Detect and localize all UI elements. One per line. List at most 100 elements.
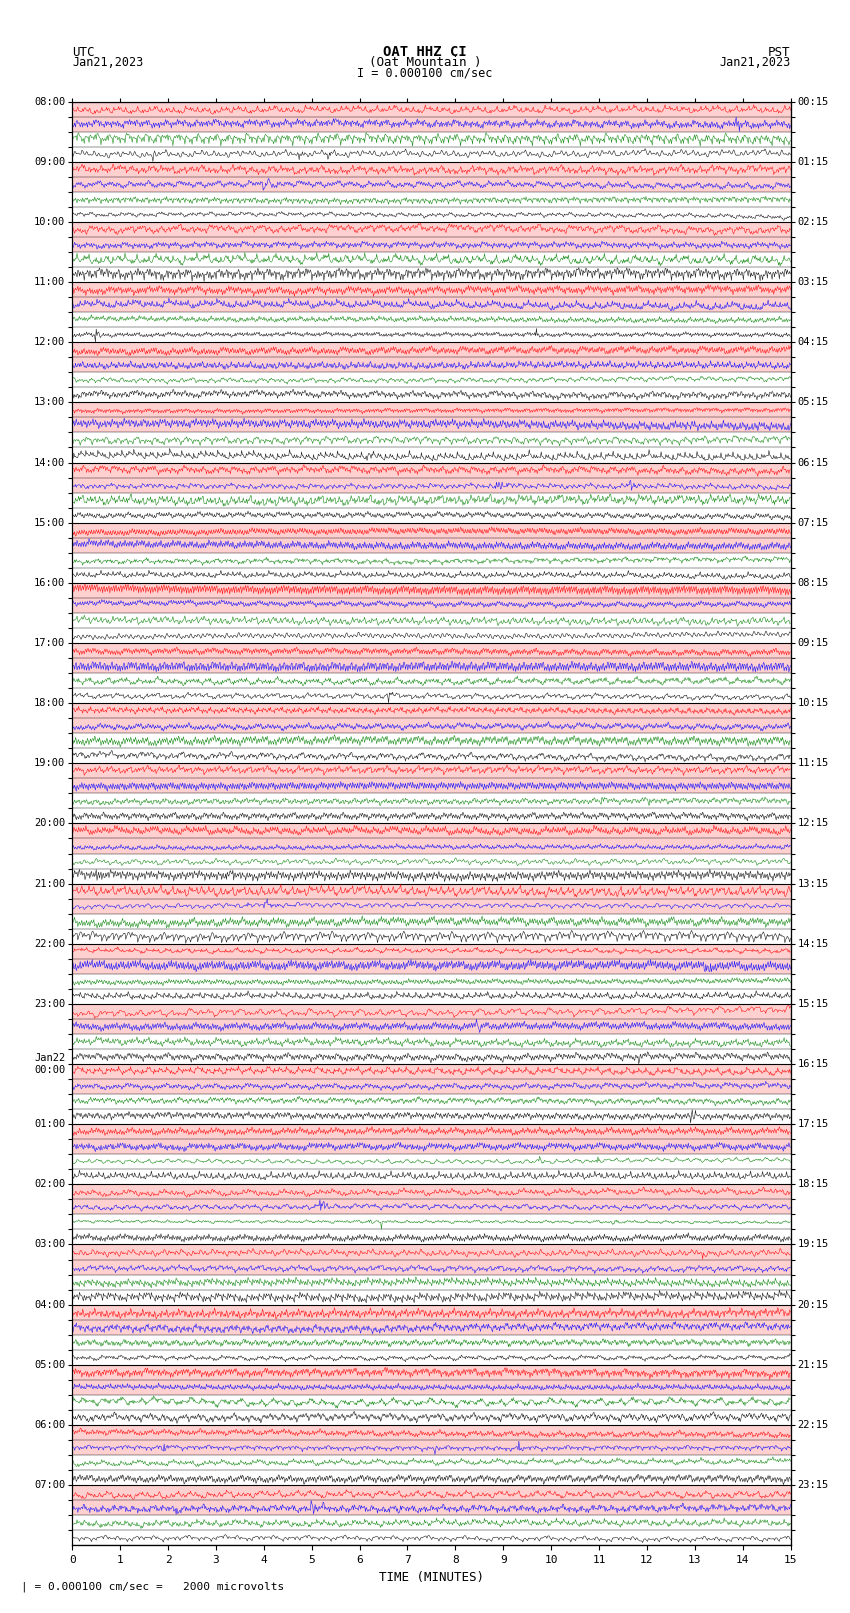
Bar <box>72 342 791 356</box>
Bar <box>72 1319 791 1334</box>
Bar <box>72 447 791 463</box>
Bar <box>72 1245 791 1260</box>
Bar <box>72 913 791 929</box>
Bar <box>72 1019 791 1034</box>
Bar <box>72 327 791 342</box>
Bar <box>72 718 791 734</box>
Bar <box>72 1365 791 1379</box>
Text: | = 0.000100 cm/sec =   2000 microvolts: | = 0.000100 cm/sec = 2000 microvolts <box>21 1581 285 1592</box>
Bar <box>72 102 791 116</box>
Bar <box>72 1305 791 1319</box>
Bar <box>72 177 791 192</box>
Bar <box>72 868 791 884</box>
Bar <box>72 884 791 898</box>
Bar <box>72 553 791 568</box>
Bar <box>72 1110 791 1124</box>
Bar <box>72 748 791 763</box>
Bar <box>72 734 791 748</box>
Bar <box>72 853 791 868</box>
Bar <box>72 929 791 944</box>
Bar <box>72 944 791 958</box>
Bar <box>72 673 791 689</box>
Bar <box>72 116 791 132</box>
Bar <box>72 1079 791 1094</box>
Bar <box>72 763 791 779</box>
Bar <box>72 432 791 447</box>
Text: OAT HHZ CI: OAT HHZ CI <box>383 45 467 58</box>
Bar <box>72 508 791 523</box>
Bar <box>72 537 791 553</box>
Bar <box>72 1500 791 1515</box>
Bar <box>72 1003 791 1019</box>
Bar <box>72 613 791 627</box>
Bar <box>72 582 791 598</box>
Bar <box>72 1395 791 1410</box>
Bar <box>72 1469 791 1486</box>
X-axis label: TIME (MINUTES): TIME (MINUTES) <box>379 1571 484 1584</box>
Bar <box>72 387 791 402</box>
Bar <box>72 1410 791 1424</box>
Bar <box>72 1424 791 1440</box>
Bar <box>72 268 791 282</box>
Bar <box>72 1274 791 1290</box>
Bar <box>72 237 791 252</box>
Bar <box>72 1155 791 1169</box>
Bar <box>72 1169 791 1184</box>
Bar <box>72 1184 791 1200</box>
Bar <box>72 492 791 508</box>
Bar <box>72 794 791 808</box>
Bar <box>72 1350 791 1365</box>
Text: I = 0.000100 cm/sec: I = 0.000100 cm/sec <box>357 66 493 79</box>
Bar <box>72 373 791 387</box>
Text: UTC: UTC <box>72 45 94 58</box>
Bar <box>72 418 791 432</box>
Bar <box>72 989 791 1003</box>
Bar <box>72 356 791 373</box>
Bar <box>72 132 791 147</box>
Bar <box>72 477 791 492</box>
Bar <box>72 839 791 853</box>
Bar <box>72 1379 791 1395</box>
Bar <box>72 824 791 839</box>
Bar <box>72 1048 791 1065</box>
Bar <box>72 206 791 223</box>
Text: Jan21,2023: Jan21,2023 <box>72 56 144 69</box>
Bar <box>72 808 791 824</box>
Bar <box>72 598 791 613</box>
Bar <box>72 1200 791 1215</box>
Bar <box>72 161 791 177</box>
Bar <box>72 1094 791 1110</box>
Bar <box>72 523 791 537</box>
Bar <box>72 1486 791 1500</box>
Bar <box>72 1215 791 1229</box>
Text: PST: PST <box>768 45 790 58</box>
Bar <box>72 958 791 974</box>
Bar <box>72 297 791 313</box>
Bar <box>72 1334 791 1350</box>
Bar <box>72 1139 791 1155</box>
Bar <box>72 1290 791 1305</box>
Bar <box>72 192 791 206</box>
Bar <box>72 463 791 477</box>
Bar <box>72 974 791 989</box>
Bar <box>72 1124 791 1139</box>
Text: Jan21,2023: Jan21,2023 <box>719 56 791 69</box>
Bar <box>72 402 791 418</box>
Bar <box>72 1515 791 1531</box>
Bar <box>72 1440 791 1455</box>
Bar <box>72 898 791 913</box>
Bar <box>72 1034 791 1048</box>
Bar <box>72 313 791 327</box>
Bar <box>72 252 791 268</box>
Bar <box>72 1260 791 1274</box>
Bar <box>72 658 791 673</box>
Bar <box>72 147 791 161</box>
Bar <box>72 1531 791 1545</box>
Bar <box>72 282 791 297</box>
Bar <box>72 644 791 658</box>
Bar <box>72 703 791 718</box>
Bar <box>72 223 791 237</box>
Bar <box>72 627 791 644</box>
Text: (Oat Mountain ): (Oat Mountain ) <box>369 56 481 69</box>
Bar <box>72 1065 791 1079</box>
